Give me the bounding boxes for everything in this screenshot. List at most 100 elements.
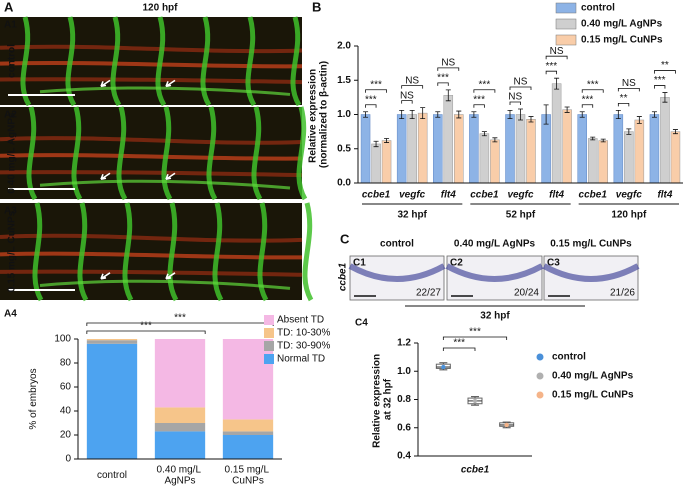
significance-label: NS	[441, 57, 455, 68]
significance-bracket	[401, 100, 413, 104]
bar	[577, 114, 587, 184]
error-bar	[518, 108, 523, 121]
bar-segment	[86, 343, 138, 459]
vessel	[116, 106, 128, 201]
condition-label: control	[7, 44, 18, 78]
error-bar	[564, 106, 570, 113]
arrow	[100, 272, 111, 280]
x-tick-label: control	[97, 470, 127, 481]
legend-label: TD: 10-30%	[277, 328, 330, 339]
legend-label: control	[581, 3, 615, 14]
y-tick-label: 1.5	[337, 75, 351, 86]
error-bar	[651, 111, 657, 118]
panel-label: C	[340, 231, 350, 246]
error-bar	[420, 107, 426, 120]
bar	[490, 139, 500, 184]
vessel	[110, 16, 122, 107]
bar	[407, 114, 417, 184]
significance-label: NS	[514, 77, 528, 88]
significance-label: ***	[370, 79, 382, 90]
vessel	[167, 202, 179, 302]
significance-label: ***	[479, 79, 491, 90]
significance-bracket	[509, 101, 521, 106]
vessel	[296, 106, 308, 201]
legend-label: 0.40 mg/L AgNPs	[552, 371, 634, 382]
x-axis-label: ccbe1	[461, 465, 490, 476]
box-point	[441, 364, 446, 370]
bar	[417, 112, 428, 184]
x-tick-label: vegfc	[616, 190, 643, 201]
image-label: A1	[4, 20, 17, 31]
panel-label: A	[4, 0, 14, 14]
error-bar	[456, 110, 462, 119]
vessel	[257, 202, 269, 302]
error-bar	[384, 138, 390, 143]
staining	[542, 263, 640, 282]
x-tick-label: vegfc	[507, 190, 534, 201]
significance-bracket	[437, 67, 460, 71]
error-bar	[492, 137, 498, 143]
bar-segment	[222, 435, 274, 459]
y-tick-label: 20	[60, 430, 72, 441]
y-tick-label: 1.0	[337, 109, 351, 120]
significance-label: **	[620, 93, 628, 104]
y-tick-label: 1.2	[397, 338, 411, 349]
box-point	[472, 398, 478, 404]
bar-segment	[154, 423, 206, 432]
significance-label: ***	[582, 94, 594, 105]
image-label: C3	[547, 258, 560, 269]
y-tick-label: 0.6	[397, 422, 411, 433]
bar-segment	[222, 419, 274, 432]
legend-label: 0.40 mg/L AgNPs	[581, 19, 663, 30]
legend-label: control	[552, 352, 586, 363]
bar	[562, 109, 572, 184]
x-tick-label: flt4	[657, 190, 672, 201]
x-tick-label: 0.40 mg/L AgNPs	[157, 464, 204, 486]
error-bar	[636, 116, 642, 124]
error-bar	[409, 109, 415, 120]
bar	[660, 97, 670, 184]
significance-bracket	[545, 70, 558, 75]
significance-bracket	[581, 89, 604, 93]
error-bar	[590, 136, 596, 141]
y-tick-label: 0.0	[337, 178, 351, 189]
bar	[634, 119, 645, 184]
significance-label: NS	[508, 92, 522, 103]
y-tick-label: 0.4	[397, 451, 411, 462]
x-tick-label: vegfc	[399, 190, 426, 201]
x-tick-label: ccbe1	[470, 190, 499, 201]
error-bar	[373, 140, 379, 148]
vessel	[65, 16, 77, 107]
embryo-count: 22/27	[416, 288, 441, 299]
significance-bracket	[365, 104, 377, 108]
image-label: C1	[353, 258, 366, 269]
x-tick-label: 0.15 mg/L CuNPs	[225, 464, 272, 486]
error-bar	[363, 111, 369, 118]
error-bar	[481, 131, 487, 137]
panel-label: B	[312, 0, 321, 14]
bar	[505, 114, 515, 184]
error-bar	[435, 111, 441, 118]
bar	[515, 114, 526, 184]
vessel	[251, 106, 263, 201]
lymphatic	[39, 279, 291, 290]
significance-bracket	[509, 86, 532, 91]
vessel	[0, 153, 303, 161]
bar	[360, 114, 371, 184]
bar	[649, 114, 660, 184]
staining	[348, 263, 446, 282]
error-bar	[579, 111, 585, 118]
error-bar	[662, 92, 668, 103]
legend-swatch	[555, 18, 577, 30]
lymphatic	[39, 179, 291, 190]
vessel	[290, 16, 302, 107]
legend-swatch	[264, 315, 274, 325]
condition-label: 0.40 mg/L AgNPs	[7, 112, 18, 194]
error-bar	[626, 128, 632, 135]
legend-label: Absent TD	[277, 315, 324, 326]
legend-swatch	[555, 2, 577, 14]
significance-bracket	[401, 85, 424, 89]
embryo-count: 20/24	[514, 288, 539, 299]
vessel	[155, 16, 167, 107]
significance-bracket	[654, 85, 666, 89]
